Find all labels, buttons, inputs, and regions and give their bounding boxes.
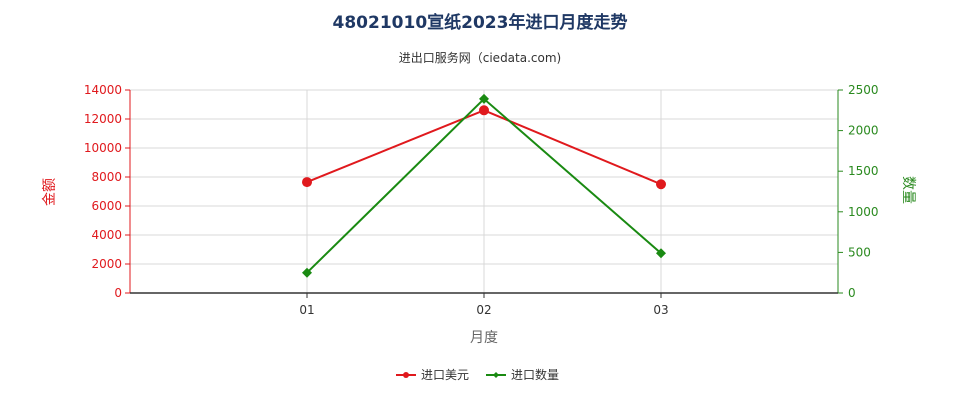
right-tick-label: 500 xyxy=(848,245,871,259)
right-tick-label: 1000 xyxy=(848,205,879,219)
left-tick-label: 0 xyxy=(114,286,122,300)
legend-marker xyxy=(403,372,409,378)
legend-label[interactable]: 进口数量 xyxy=(511,367,559,382)
legend-label[interactable]: 进口美元 xyxy=(421,368,469,382)
legend-marker xyxy=(493,372,499,378)
left-tick-label: 10000 xyxy=(84,141,122,155)
left-tick-label: 4000 xyxy=(91,228,122,242)
data-point[interactable] xyxy=(302,267,312,278)
right-tick-label: 2500 xyxy=(848,83,879,97)
data-point[interactable] xyxy=(479,93,489,104)
grid-lines xyxy=(130,89,838,293)
data-point[interactable] xyxy=(656,179,666,190)
right-axis-title: 数量 xyxy=(900,176,916,204)
right-tick-label: 1500 xyxy=(848,164,879,178)
left-tick-label: 6000 xyxy=(91,199,122,213)
data-point[interactable] xyxy=(302,177,312,188)
left-axis-title: 金额 xyxy=(42,178,58,206)
right-tick-label: 0 xyxy=(848,286,856,300)
x-tick-label: 03 xyxy=(653,303,668,317)
right-tick-label: 2000 xyxy=(848,124,879,138)
legend[interactable]: 进口美元 进口数量 xyxy=(396,367,559,382)
axes xyxy=(125,89,843,298)
left-tick-label: 12000 xyxy=(84,112,122,126)
tick-labels: 0200040006000800010000120001400005001000… xyxy=(84,83,879,317)
data-point[interactable] xyxy=(656,248,666,259)
left-tick-label: 8000 xyxy=(91,170,122,184)
left-tick-label: 14000 xyxy=(84,83,122,97)
left-tick-label: 2000 xyxy=(91,257,122,271)
series-group xyxy=(302,93,666,278)
data-point[interactable] xyxy=(479,105,489,116)
chart-subtitle: 进出口服务网（ciedata.com) xyxy=(399,50,561,65)
x-axis-title: 月度 xyxy=(470,330,498,346)
chart-title: 48021010宣纸2023年进口月度走势 xyxy=(333,12,628,33)
x-tick-label: 01 xyxy=(299,303,314,317)
x-tick-label: 02 xyxy=(476,303,491,317)
